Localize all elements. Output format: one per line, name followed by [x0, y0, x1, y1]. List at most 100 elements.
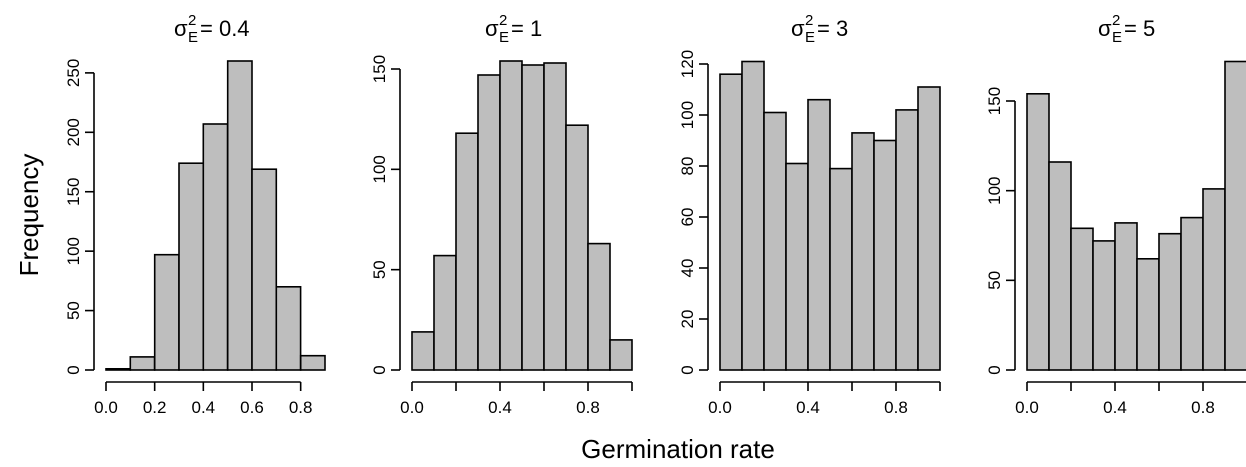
panel-title-subscript: E — [499, 29, 509, 46]
panel-title: σ 2E = 3 — [791, 12, 848, 46]
y-tick-label: 50 — [370, 260, 389, 279]
panel-title-sigma: σ — [485, 16, 499, 41]
panel-title-value: = 3 — [817, 16, 848, 41]
histogram-bar — [178, 162, 205, 371]
panel-title-superscript: 2 — [188, 12, 196, 29]
x-tick-label: 0.8 — [289, 398, 313, 417]
histogram-bar — [851, 132, 875, 371]
histogram-bar — [433, 254, 457, 371]
y-tick-label: 0 — [985, 365, 1004, 374]
y-tick-label: 60 — [678, 208, 697, 227]
x-tick-label: 0.8 — [576, 398, 600, 417]
panel-title-subscript: E — [188, 29, 198, 46]
panel-title-superscript: 2 — [499, 12, 507, 29]
histogram-bar — [226, 60, 253, 371]
histogram-bar — [521, 64, 545, 371]
panel-title-value: = 1 — [511, 16, 542, 41]
panel-title: σ 2E = 0.4 — [174, 12, 250, 46]
y-tick-label: 40 — [678, 259, 697, 278]
histogram-bar — [895, 109, 919, 371]
y-tick-label: 100 — [985, 177, 1004, 205]
panel-title-value: = 0.4 — [200, 16, 250, 41]
x-tick-label: 0.2 — [143, 398, 167, 417]
y-tick-label: 50 — [985, 271, 1004, 290]
y-tick-label: 150 — [64, 178, 83, 206]
y-axis-title: Frequency — [14, 154, 44, 277]
histogram-bar — [1048, 161, 1072, 371]
histogram-bar — [455, 132, 479, 371]
x-tick-label: 0.4 — [192, 398, 216, 417]
y-tick-label: 200 — [64, 118, 83, 146]
histogram-panel-4: 0.0 0.4 0.8 0 50 100 150 σ 2E = 5 — [985, 12, 1246, 417]
x-tick-label: 0.0 — [1015, 398, 1039, 417]
y-tick-label: 150 — [985, 87, 1004, 115]
histogram-bar — [129, 356, 156, 371]
histogram-bar — [153, 253, 180, 371]
histogram-bar — [1070, 227, 1094, 371]
panel-title-sigma: σ — [791, 16, 805, 41]
histogram-bar — [1180, 216, 1204, 371]
histogram-bar — [1026, 93, 1050, 371]
histogram-bar — [1202, 188, 1226, 371]
x-tick-label: 0.8 — [884, 398, 908, 417]
panel-title-subscript: E — [1112, 29, 1122, 46]
histogram-bar — [251, 168, 278, 371]
panel-title-sigma: σ — [1098, 16, 1112, 41]
histogram-bar — [275, 285, 302, 371]
y-tick-label: 0 — [370, 365, 389, 374]
histogram-bar — [411, 331, 435, 371]
y-tick-label: 50 — [64, 301, 83, 320]
y-tick-label: 80 — [678, 157, 697, 176]
panel-title: σ 2E = 1 — [485, 12, 542, 46]
histogram-bar — [299, 354, 326, 371]
panel-title-value: = 5 — [1124, 16, 1155, 41]
x-axis-title: Germination rate — [581, 434, 775, 464]
x-tick-label: 0.4 — [1103, 398, 1127, 417]
x-tick-label: 0.0 — [94, 398, 118, 417]
histogram-bar — [873, 139, 897, 371]
x-tick-label: 0.6 — [240, 398, 264, 417]
y-tick-label: 100 — [64, 237, 83, 265]
histogram-bar — [105, 367, 132, 371]
histogram-bar — [829, 167, 853, 371]
panel-title: σ 2E = 5 — [1098, 12, 1155, 46]
x-tick-label: 0.0 — [708, 398, 732, 417]
histogram-bar — [587, 242, 611, 371]
y-tick-label: 250 — [64, 59, 83, 87]
histogram-bar — [1114, 222, 1138, 371]
y-tick-label: 20 — [678, 310, 697, 329]
histogram-bar — [1136, 257, 1160, 371]
panel-title-sigma: σ — [174, 16, 188, 41]
histogram-bar — [785, 162, 809, 371]
x-tick-label: 0.0 — [400, 398, 424, 417]
x-tick-label: 0.4 — [488, 398, 512, 417]
histogram-bar — [1158, 232, 1182, 371]
y-tick-label: 100 — [678, 101, 697, 129]
histogram-bar — [917, 86, 941, 371]
histogram-bar — [202, 123, 229, 371]
histogram-panel-3: 0.0 0.4 0.8 0 20 40 60 80 100 120 σ 2E = 3 — [678, 12, 941, 417]
histogram-bar — [609, 339, 633, 371]
histogram-panel-1: 0.0 0.2 0.4 0.6 0.8 0 50 100 150 200 250 σ 2E = 0.4 — [64, 12, 326, 417]
histogram-panel-2: 0.0 0.4 0.8 0 50 100 150 σ 2E = 1 — [370, 12, 633, 417]
histogram-bar — [543, 62, 567, 371]
histogram-bar — [1092, 240, 1116, 371]
y-tick-label: 100 — [370, 155, 389, 183]
histogram-bar — [565, 124, 589, 371]
histogram-bar — [499, 60, 523, 371]
histogram-bar — [763, 111, 787, 371]
y-tick-label: 0 — [64, 365, 83, 374]
panel-title-superscript: 2 — [805, 12, 813, 29]
y-tick-label: 120 — [678, 50, 697, 78]
histogram-bar — [741, 60, 765, 371]
histogram-bar — [477, 74, 501, 371]
y-tick-label: 150 — [370, 55, 389, 83]
x-tick-label: 0.4 — [796, 398, 820, 417]
histogram-bar — [719, 73, 743, 371]
histogram-bar — [807, 98, 831, 371]
y-tick-label: 0 — [678, 365, 697, 374]
x-tick-label: 0.8 — [1191, 398, 1215, 417]
panel-title-subscript: E — [805, 29, 815, 46]
